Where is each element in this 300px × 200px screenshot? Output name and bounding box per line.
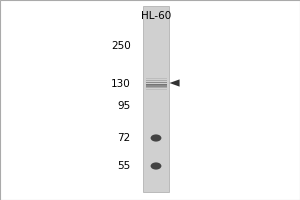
Bar (146, 84, 167, 85)
Text: 250: 250 (111, 41, 130, 51)
Text: 55: 55 (117, 161, 130, 171)
Polygon shape (169, 79, 180, 87)
Circle shape (151, 134, 161, 142)
Bar (146, 87, 167, 88)
Text: 130: 130 (111, 79, 130, 89)
Text: 72: 72 (117, 133, 130, 143)
Bar (143, 6, 169, 192)
Text: HL-60: HL-60 (141, 11, 171, 21)
Bar (146, 85, 167, 87)
Circle shape (151, 162, 161, 170)
Text: 95: 95 (117, 101, 130, 111)
Bar (146, 82, 167, 83)
Bar (146, 80, 167, 81)
Bar (146, 89, 167, 90)
Bar (146, 78, 167, 79)
